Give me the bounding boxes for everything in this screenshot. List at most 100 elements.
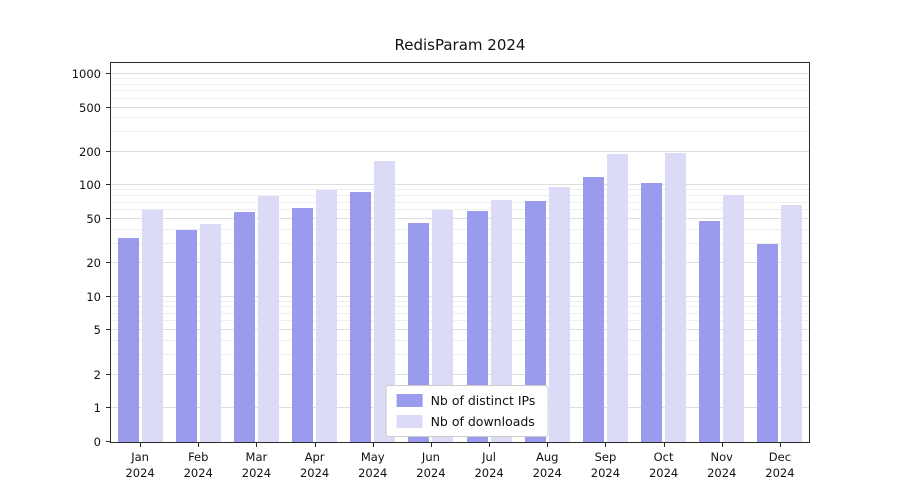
x-tick-label: Mar 2024 <box>241 450 272 480</box>
gridline-major <box>111 373 809 375</box>
gridline-minor <box>111 83 809 85</box>
x-tick-label: Sep 2024 <box>590 450 621 480</box>
gridline-major <box>111 73 809 74</box>
x-tick-label: Oct 2024 <box>648 450 679 480</box>
y-tick-mark <box>106 407 111 408</box>
y-tick-mark <box>106 295 111 297</box>
x-tick-label: Jul 2024 <box>474 450 504 480</box>
gridline-minor <box>111 131 809 133</box>
x-tick-label: Jan 2024 <box>125 450 155 480</box>
x-tick-label: Nov 2024 <box>707 450 737 480</box>
x-tick-mark <box>721 442 723 447</box>
bar-distinct-ips <box>233 211 255 442</box>
y-tick-mark <box>106 184 111 186</box>
y-tick-label: 1 <box>93 401 101 415</box>
gridline-minor <box>111 90 809 92</box>
gridline-minor <box>111 201 809 203</box>
gridline-minor <box>111 189 809 191</box>
x-tick-mark <box>140 442 142 447</box>
bar-downloads <box>548 186 570 442</box>
y-tick-mark <box>106 262 111 264</box>
x-tick-mark <box>663 442 665 447</box>
bar-downloads <box>316 190 338 442</box>
gridline-minor <box>111 97 809 99</box>
x-tick-label: Feb 2024 <box>183 450 213 480</box>
legend-label-downloads: Nb of downloads <box>430 414 535 429</box>
y-tick-label: 0 <box>93 435 101 449</box>
gridline-major <box>111 217 809 219</box>
x-tick-mark <box>547 442 549 447</box>
bar-downloads <box>665 153 687 442</box>
gridline-major <box>111 329 809 331</box>
y-tick-mark <box>106 150 111 152</box>
bar-downloads <box>141 210 163 442</box>
y-tick-mark <box>106 106 111 108</box>
bar-downloads <box>374 161 396 442</box>
bar-downloads <box>199 223 221 442</box>
x-tick-mark <box>256 442 258 447</box>
bar-distinct-ips <box>175 229 197 442</box>
bar-distinct-ips <box>117 237 139 442</box>
gridline-major <box>111 295 809 297</box>
bar-distinct-ips <box>757 243 779 442</box>
bar-distinct-ips <box>466 210 488 442</box>
y-tick-mark <box>106 217 111 219</box>
bar-distinct-ips <box>582 177 604 442</box>
legend-swatch-distinct-ips <box>396 394 423 407</box>
y-tick-mark <box>106 441 111 442</box>
x-tick-label: Aug 2024 <box>532 450 562 480</box>
gridline-major <box>111 150 809 152</box>
bar-downloads <box>257 196 279 442</box>
bar-downloads <box>606 154 628 442</box>
y-tick-label: 100 <box>79 178 101 193</box>
gridline-major <box>111 106 809 108</box>
y-tick-label: 1000 <box>71 67 101 81</box>
x-tick-mark <box>314 442 316 447</box>
gridline-major <box>111 184 809 186</box>
legend-item-downloads: Nb of downloads <box>396 414 536 429</box>
x-tick-label: Jun 2024 <box>416 450 446 480</box>
legend-label-distinct-ips: Nb of distinct IPs <box>430 393 536 408</box>
x-tick-mark <box>430 442 432 447</box>
legend: Nb of distinct IPs Nb of downloads <box>385 385 549 437</box>
bar-downloads <box>723 194 745 442</box>
bar-distinct-ips <box>292 208 314 442</box>
gridline-minor <box>111 353 809 355</box>
bar-distinct-ips <box>350 191 372 442</box>
plot-area: 0 1 2 5 10 20 50 100 200 500 1000 Jan 2024 Feb 2024 Ma… <box>72 62 810 480</box>
x-tick-label: Dec 2024 <box>765 450 795 480</box>
gridline-minor <box>111 306 809 308</box>
y-tick-label: 50 <box>86 211 101 226</box>
bar-downloads <box>490 199 512 442</box>
y-tick-label: 5 <box>93 323 101 338</box>
gridline-minor <box>111 78 809 80</box>
bar-distinct-ips <box>641 182 663 442</box>
y-tick-mark <box>106 329 111 331</box>
x-tick-mark <box>605 442 607 447</box>
x-tick-mark <box>198 442 200 447</box>
y-tick-label: 20 <box>86 256 101 271</box>
bar-downloads <box>432 210 454 442</box>
gridline-minor <box>111 209 809 211</box>
y-tick-label: 200 <box>79 144 101 159</box>
y-tick-mark <box>106 373 111 375</box>
gridline-minor <box>111 195 809 197</box>
x-tick-label: May 2024 <box>358 450 388 480</box>
x-tick-mark <box>372 442 374 447</box>
gridline-minor <box>111 242 809 244</box>
gridline-minor <box>111 300 809 302</box>
gridline-minor <box>111 117 809 119</box>
gridline-minor <box>111 312 809 314</box>
gridline-minor <box>111 339 809 341</box>
bar-downloads <box>781 204 803 442</box>
bar-distinct-ips <box>524 201 546 442</box>
legend-item-distinct-ips: Nb of distinct IPs <box>396 393 536 408</box>
bar-distinct-ips <box>699 220 721 442</box>
x-tick-mark <box>489 442 491 447</box>
gridline-minor <box>111 320 809 322</box>
y-tick-mark <box>106 73 111 74</box>
y-tick-label: 2 <box>93 367 101 382</box>
gridline-major <box>111 262 809 264</box>
gridline-minor <box>111 228 809 230</box>
